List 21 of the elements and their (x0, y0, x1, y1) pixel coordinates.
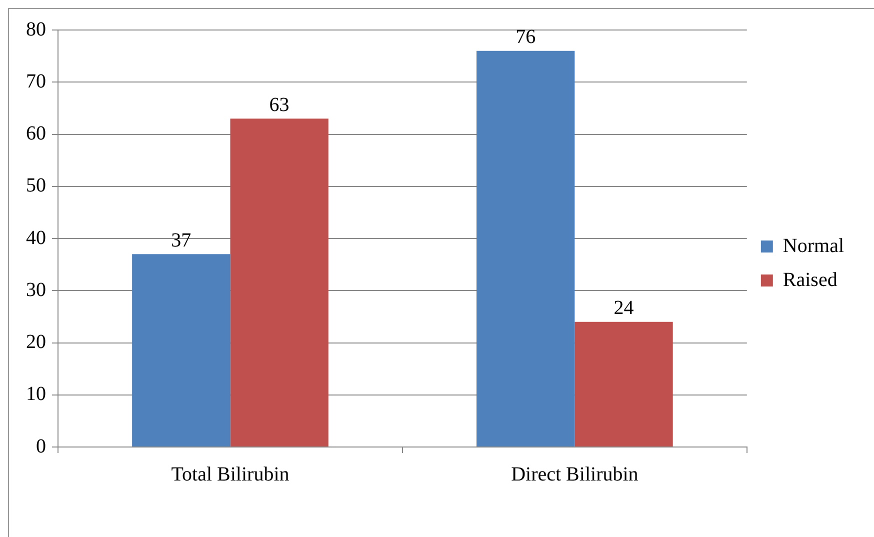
y-tick-label: 30 (26, 278, 46, 301)
bar (476, 50, 575, 446)
y-tick-label: 10 (26, 383, 46, 406)
y-tick-label: 80 (26, 18, 46, 40)
y-tick-label: 60 (26, 122, 46, 144)
x-tick-label: Total Bilirubin (171, 463, 290, 486)
legend-label: Raised (782, 268, 838, 291)
y-tick-label: 20 (26, 331, 46, 353)
y-tick-label: 70 (26, 70, 46, 92)
y-tick-label: 50 (26, 174, 46, 197)
bar (574, 322, 673, 446)
y-tick-label: 0 (36, 435, 46, 458)
x-tick-label: Direct Bilirubin (511, 463, 638, 486)
data-label: 24 (614, 297, 634, 320)
data-label: 76 (516, 26, 536, 48)
data-label: 37 (171, 229, 192, 252)
bar (230, 118, 328, 446)
bar (132, 254, 230, 446)
y-tick-label: 40 (26, 226, 46, 249)
legend-label: Normal (782, 234, 844, 257)
data-label: 63 (269, 94, 290, 116)
